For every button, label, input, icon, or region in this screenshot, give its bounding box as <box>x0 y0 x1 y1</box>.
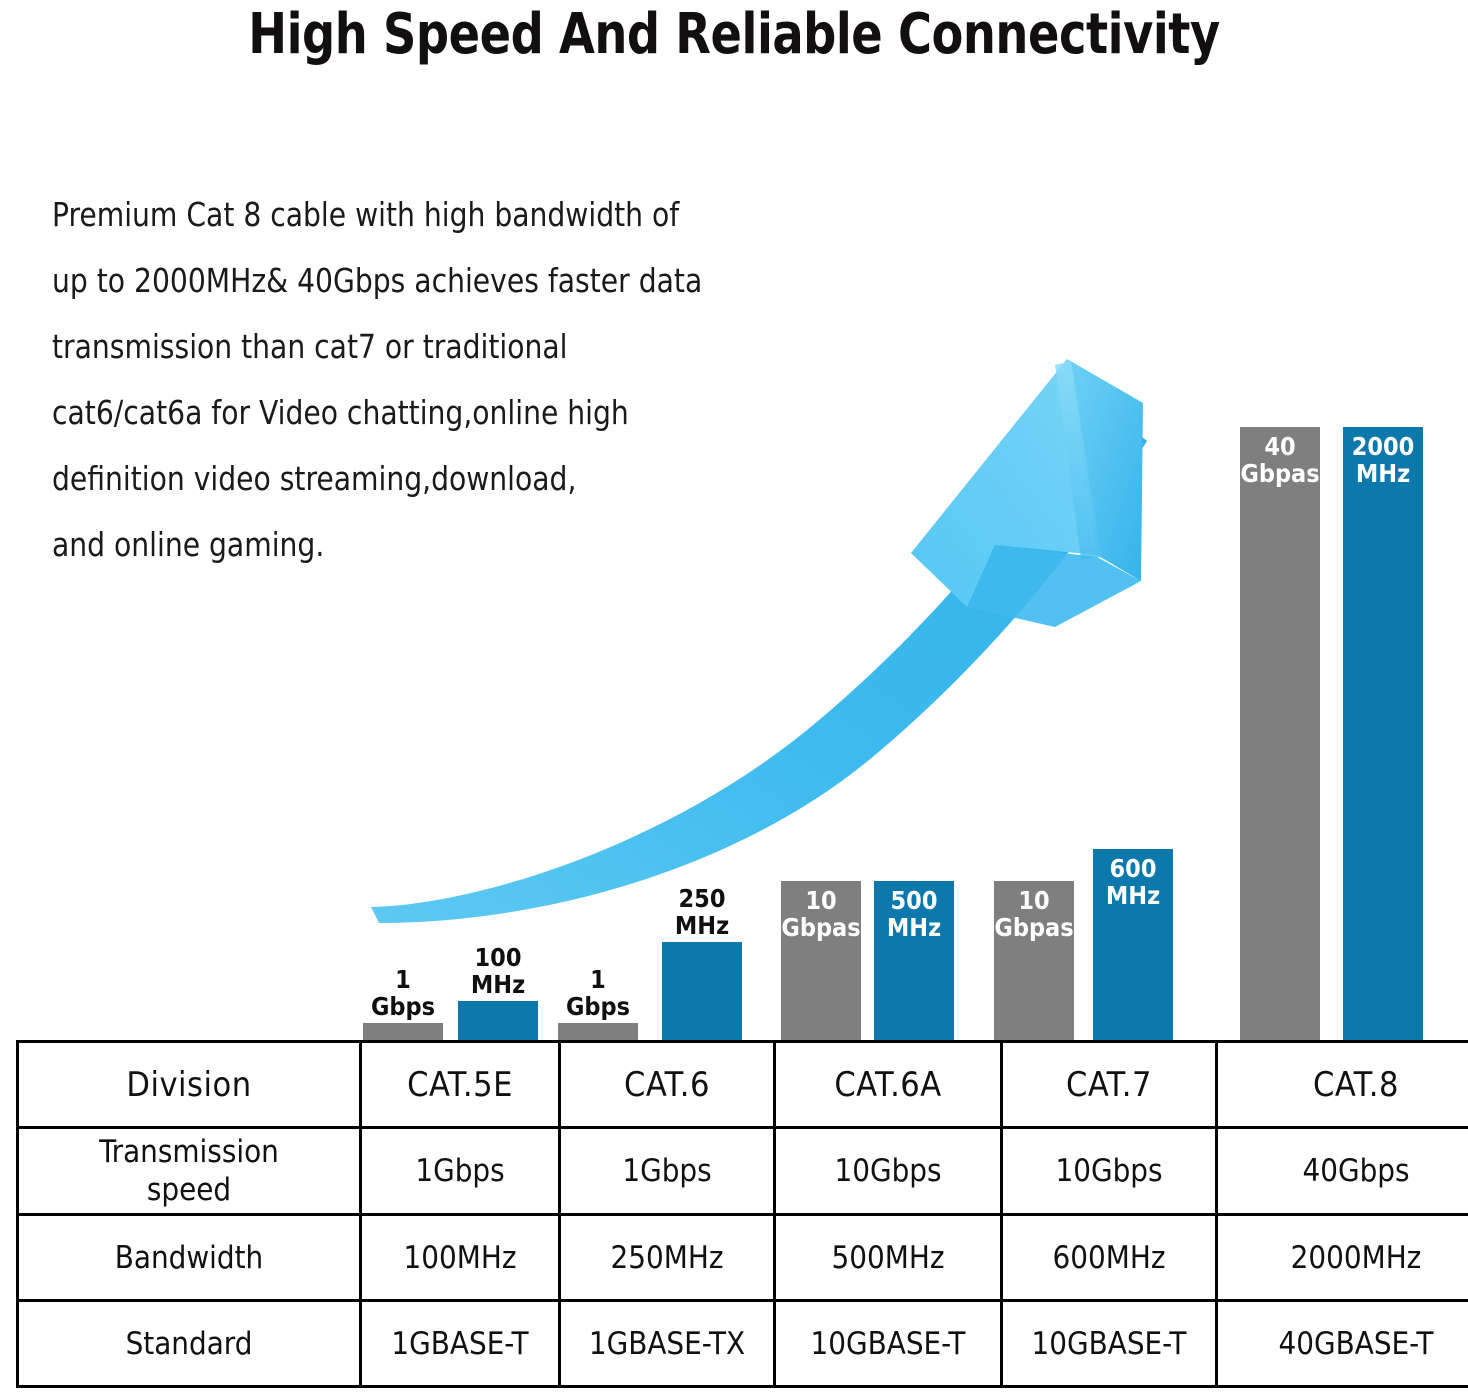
bar-cat5e-bandwidth: 100 MHz <box>458 944 538 1045</box>
row-label-transmission-speed: Transmission speed <box>16 1126 362 1216</box>
cell-bandwidth-cat8: 2000MHz <box>1215 1213 1468 1302</box>
comparison-bar-chart: 1 Gbps 100 MHz 1 Gbps 250 MHz 10 Gbpas 5… <box>0 400 1468 1045</box>
cell-standard-cat6a: 10GBASE-T <box>773 1299 1003 1388</box>
cell-bandwidth-cat6a: 500MHz <box>773 1213 1003 1302</box>
bar-cat6-bandwidth: 250 MHz <box>662 885 742 1045</box>
cell-speed-cat7: 10Gbps <box>1000 1126 1218 1216</box>
row-label-line-1: Transmission <box>99 1134 279 1170</box>
header-cat7: CAT.7 <box>1000 1040 1218 1129</box>
header-cat6a: CAT.6A <box>773 1040 1003 1129</box>
cell-standard-cat8: 40GBASE-T <box>1215 1299 1468 1388</box>
cell-bandwidth-cat7: 600MHz <box>1000 1213 1218 1302</box>
bar-label-cat5e-bandwidth: 100 MHz <box>470 943 526 999</box>
bar-label-cat8-speed: 40 Gbpas <box>1240 432 1320 488</box>
cell-standard-cat5e: 1GBASE-T <box>359 1299 561 1388</box>
table-header-row: Division CAT.5E CAT.6 CAT.6A CAT.7 CAT.8 <box>16 1040 1468 1129</box>
cell-standard-cat6: 1GBASE-TX <box>558 1299 776 1388</box>
cell-standard-cat7: 10GBASE-T <box>1000 1299 1218 1388</box>
cell-bandwidth-cat6: 250MHz <box>558 1213 776 1302</box>
cell-speed-cat6a: 10Gbps <box>773 1126 1003 1216</box>
description-line-3: transmission than cat7 or traditional <box>52 327 568 366</box>
bar-cat7-bandwidth: 600 MHz <box>1093 849 1173 1045</box>
bar-label-cat6a-speed: 10 Gbpas <box>781 886 861 942</box>
description-line-1: Premium Cat 8 cable with high bandwidth … <box>52 195 680 234</box>
table-row: Bandwidth 100MHz 250MHz 500MHz 600MHz 20… <box>16 1213 1468 1302</box>
bar-label-cat7-speed: 10 Gbpas <box>994 886 1074 942</box>
description-line-2: up to 2000MHz& 40Gbps achieves faster da… <box>52 261 703 300</box>
header-division: Division <box>16 1040 362 1129</box>
row-label-line-2: speed <box>146 1172 232 1208</box>
row-label-bandwidth: Bandwidth <box>16 1213 362 1302</box>
description-line-6: and online gaming. <box>52 525 325 564</box>
spec-comparison-table: Division CAT.5E CAT.6 CAT.6A CAT.7 CAT.8… <box>16 1040 1468 1388</box>
page-title: High Speed And Reliable Connectivity <box>248 2 1220 67</box>
bar-label-cat5e-speed: 1 Gbps <box>370 965 436 1021</box>
bar-cat6a-bandwidth: 500 MHz <box>874 881 954 1045</box>
bar-label-cat6-bandwidth: 250 MHz <box>674 884 730 940</box>
cell-speed-cat5e: 1Gbps <box>359 1126 561 1216</box>
cell-speed-cat6: 1Gbps <box>558 1126 776 1216</box>
bar-label-cat6-speed: 1 Gbps <box>565 965 631 1021</box>
table-row: Standard 1GBASE-T 1GBASE-TX 10GBASE-T 10… <box>16 1299 1468 1388</box>
bar-label-cat7-bandwidth: 600 MHz <box>1105 854 1161 910</box>
bar-cat8-bandwidth: 2000 MHz <box>1343 427 1423 1045</box>
header-cat8: CAT.8 <box>1215 1040 1468 1129</box>
header-cat6: CAT.6 <box>558 1040 776 1129</box>
bar-cat8-speed: 40 Gbpas <box>1240 427 1320 1045</box>
header-cat5e: CAT.5E <box>359 1040 561 1129</box>
cell-speed-cat8: 40Gbps <box>1215 1126 1468 1216</box>
bar-cat6a-speed: 10 Gbpas <box>781 881 861 1045</box>
table-row: Transmission speed 1Gbps 1Gbps 10Gbps 10… <box>16 1126 1468 1216</box>
bar-cat7-speed: 10 Gbpas <box>994 881 1074 1045</box>
cell-bandwidth-cat5e: 100MHz <box>359 1213 561 1302</box>
bar-cat5e-speed: 1 Gbps <box>363 966 443 1045</box>
bar-label-cat8-bandwidth: 2000 MHz <box>1351 432 1415 488</box>
bar-cat6-speed: 1 Gbps <box>558 966 638 1045</box>
bar-label-cat6a-bandwidth: 500 MHz <box>886 886 942 942</box>
row-label-standard: Standard <box>16 1299 362 1388</box>
